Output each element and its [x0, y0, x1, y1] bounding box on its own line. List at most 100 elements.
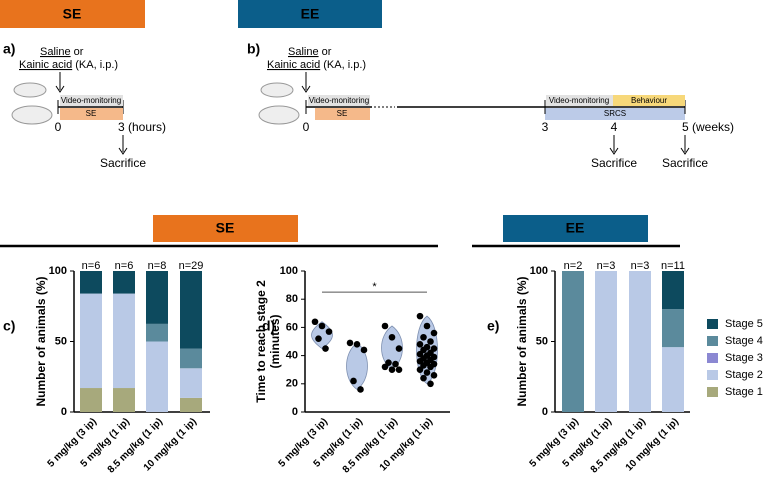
t: (KA, i.p.) [75, 59, 118, 71]
dot [357, 386, 364, 393]
treatment: Kainic acid (KA, i.p.) [267, 59, 366, 71]
bar-label: n=6 [82, 260, 101, 272]
dot [423, 322, 431, 330]
legend-label: Stage 1 [725, 386, 763, 398]
violin [346, 342, 368, 390]
box-label: SE [337, 109, 348, 118]
treatment: Saline or [40, 46, 84, 58]
dot [430, 329, 438, 337]
panel-label: d) [262, 318, 275, 334]
box [315, 108, 370, 120]
tick: 0 [55, 120, 62, 134]
bar-segment [146, 271, 168, 324]
t: Kainic acid [19, 59, 72, 71]
y-axis-label: (minutes) [268, 314, 282, 368]
header-box [238, 0, 382, 28]
header-box [0, 0, 145, 28]
section-box [153, 215, 298, 242]
bar-segment [629, 271, 651, 412]
dot [388, 333, 396, 341]
dot [395, 345, 403, 352]
y-axis-label: Number of animals (%) [34, 276, 48, 406]
box [60, 95, 123, 106]
bar-segment [180, 348, 202, 369]
y-tick-label: 80 [286, 293, 298, 305]
outcome: Sacrifice [100, 156, 146, 170]
dot [427, 363, 434, 371]
y-tick-label: 100 [49, 265, 67, 277]
bar-segment [662, 309, 684, 348]
tick: 3 [542, 120, 549, 134]
dot [416, 312, 424, 320]
tick: 4 [611, 120, 618, 134]
bar-label: n=2 [564, 260, 583, 272]
dot [392, 360, 399, 368]
panel-label: b) [247, 41, 260, 57]
y-axis-label: Number of animals (%) [515, 276, 529, 406]
mice [11, 82, 53, 125]
dot [346, 339, 354, 347]
bar-segment [562, 271, 584, 412]
y-tick-label: 50 [536, 335, 548, 347]
header: EE [301, 6, 320, 22]
bar-segment [146, 323, 168, 342]
bar-segment [113, 271, 135, 294]
dot [318, 322, 326, 330]
bar-label: n=8 [148, 260, 167, 272]
outcome: Sacrifice [591, 156, 637, 170]
legend-label: Stage 5 [725, 318, 763, 330]
tick: 0 [303, 120, 310, 134]
dot [325, 328, 333, 335]
bar-segment [180, 397, 202, 412]
dot [350, 377, 357, 385]
legend-swatch [707, 336, 718, 346]
dot [381, 363, 389, 371]
dot [360, 346, 368, 354]
legend-swatch [707, 370, 718, 380]
section: EE [566, 220, 585, 236]
dot [427, 380, 434, 388]
box [308, 95, 370, 106]
treatment: Saline or [288, 46, 332, 58]
t: (KA, i.p.) [323, 59, 366, 71]
tick: 5 (weeks) [682, 120, 734, 134]
box [60, 108, 123, 120]
dot [388, 366, 396, 374]
significance-label: * [372, 281, 377, 293]
dot [322, 345, 329, 352]
bar-segment [80, 388, 102, 412]
legend-label: Stage 3 [725, 352, 763, 364]
y-tick-label: 0 [61, 406, 67, 418]
tick: 3 (hours) [118, 120, 166, 134]
bar-segment [80, 293, 102, 389]
legend-label: Stage 4 [725, 335, 763, 347]
dot [395, 366, 403, 374]
y-axis-label: Time to reach stage 2 [254, 280, 268, 403]
panel-label: e) [487, 318, 499, 334]
bar-segment [113, 293, 135, 389]
dot [416, 366, 424, 374]
bar-label: n=3 [631, 260, 650, 272]
bar-label: n=29 [179, 260, 204, 272]
timeline [301, 72, 690, 155]
dot [315, 335, 322, 342]
dot [416, 341, 424, 348]
t: Saline [288, 46, 319, 58]
y-tick-label: 20 [286, 378, 298, 390]
y-tick-label: 60 [286, 321, 298, 333]
bar-segment [662, 271, 684, 310]
bar-segment [80, 271, 102, 294]
y-tick-label: 50 [55, 335, 67, 347]
legend-swatch [707, 387, 718, 397]
box [545, 108, 685, 120]
t: or [322, 46, 332, 58]
bar-label: n=6 [115, 260, 134, 272]
bar-segment [595, 271, 617, 412]
bar-segment [113, 388, 135, 412]
box-label: Video-monitoring [549, 96, 609, 105]
dot [420, 374, 427, 382]
t: or [74, 46, 84, 58]
box-label: Behaviour [631, 96, 667, 105]
bar-segment [146, 341, 168, 412]
